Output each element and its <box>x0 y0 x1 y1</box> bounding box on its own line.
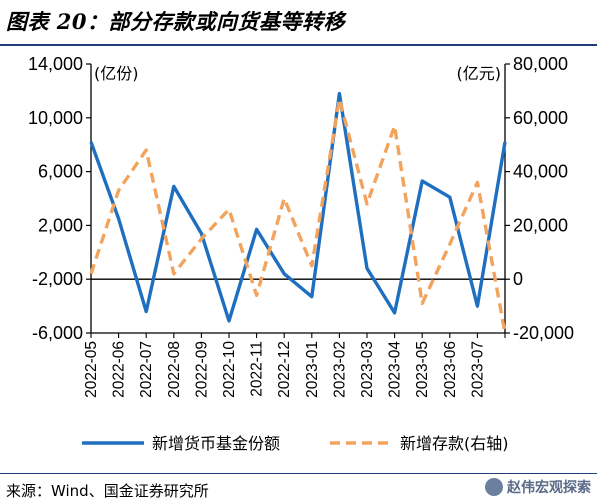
right-tick-label: 60,000 <box>513 108 568 128</box>
right-tick-label: 20,000 <box>513 215 568 235</box>
watermark: 赵伟宏观探索 <box>485 477 591 497</box>
left-tick-label: 14,000 <box>28 54 83 74</box>
x-tick-label: 2022-07 <box>138 341 155 398</box>
right-tick-label: 40,000 <box>513 162 568 182</box>
left-axis-unit: (亿份) <box>94 64 139 83</box>
right-tick-label: 0 <box>513 269 523 289</box>
x-tick-label: 2022-06 <box>111 341 128 398</box>
x-tick-label: 2022-09 <box>193 341 210 398</box>
x-tick-label: 2022-08 <box>166 341 183 398</box>
left-tick-label: 10,000 <box>28 108 83 128</box>
left-tick-label: -2,000 <box>32 269 83 289</box>
x-tick-label: 2022-10 <box>221 341 238 398</box>
chart-title: 图表 20：部分存款或向货基等转移 <box>6 9 346 34</box>
x-tick-label: 2023-03 <box>359 341 376 398</box>
watermark-text: 赵伟宏观探索 <box>507 480 591 496</box>
left-tick-label: 2,000 <box>38 215 83 235</box>
axes-layer <box>86 63 510 338</box>
watermark-logo-icon <box>485 478 503 496</box>
footer-divider <box>0 473 597 474</box>
x-tick-label: 2023-04 <box>387 341 404 398</box>
x-tick-label: 2022-12 <box>276 341 293 398</box>
labels-layer: -6,000 -2,000 2,000 6,000 10,000 14,000 -20,00… <box>28 54 574 398</box>
dual-axis-line-chart: -6,000 -2,000 2,000 6,000 10,000 14,000 -20,00… <box>28 54 574 453</box>
left-tick-label: 6,000 <box>38 162 83 182</box>
x-tick-label: 2023-06 <box>442 341 459 398</box>
right-tick-label: 80,000 <box>513 54 568 74</box>
series-line-new-deposits <box>89 97 507 334</box>
right-axis-unit: (亿元) <box>457 64 502 83</box>
x-tick-label: 2023-02 <box>331 341 348 398</box>
x-tick-label: 2023-05 <box>414 341 431 398</box>
x-tick-label: 2023-01 <box>304 341 321 398</box>
source-note: 来源：Wind、国金证券研究所 <box>6 482 209 500</box>
x-tick-label: 2022-05 <box>83 341 100 398</box>
series-line-money-fund-shares <box>89 91 507 323</box>
left-tick-label: -6,000 <box>32 323 83 343</box>
x-tick-label: 2023-07 <box>469 341 486 398</box>
legend-label-money-fund-shares: 新增货币基金份额 <box>152 434 280 453</box>
right-tick-label: -20,000 <box>513 323 574 343</box>
x-tick-label: 2022-11 <box>249 341 266 397</box>
legend: 新增货币基金份额 新增存款(右轴) <box>82 434 509 453</box>
title-divider <box>0 44 597 46</box>
legend-label-new-deposits: 新增存款(右轴) <box>400 434 509 453</box>
series-layer <box>89 91 507 334</box>
